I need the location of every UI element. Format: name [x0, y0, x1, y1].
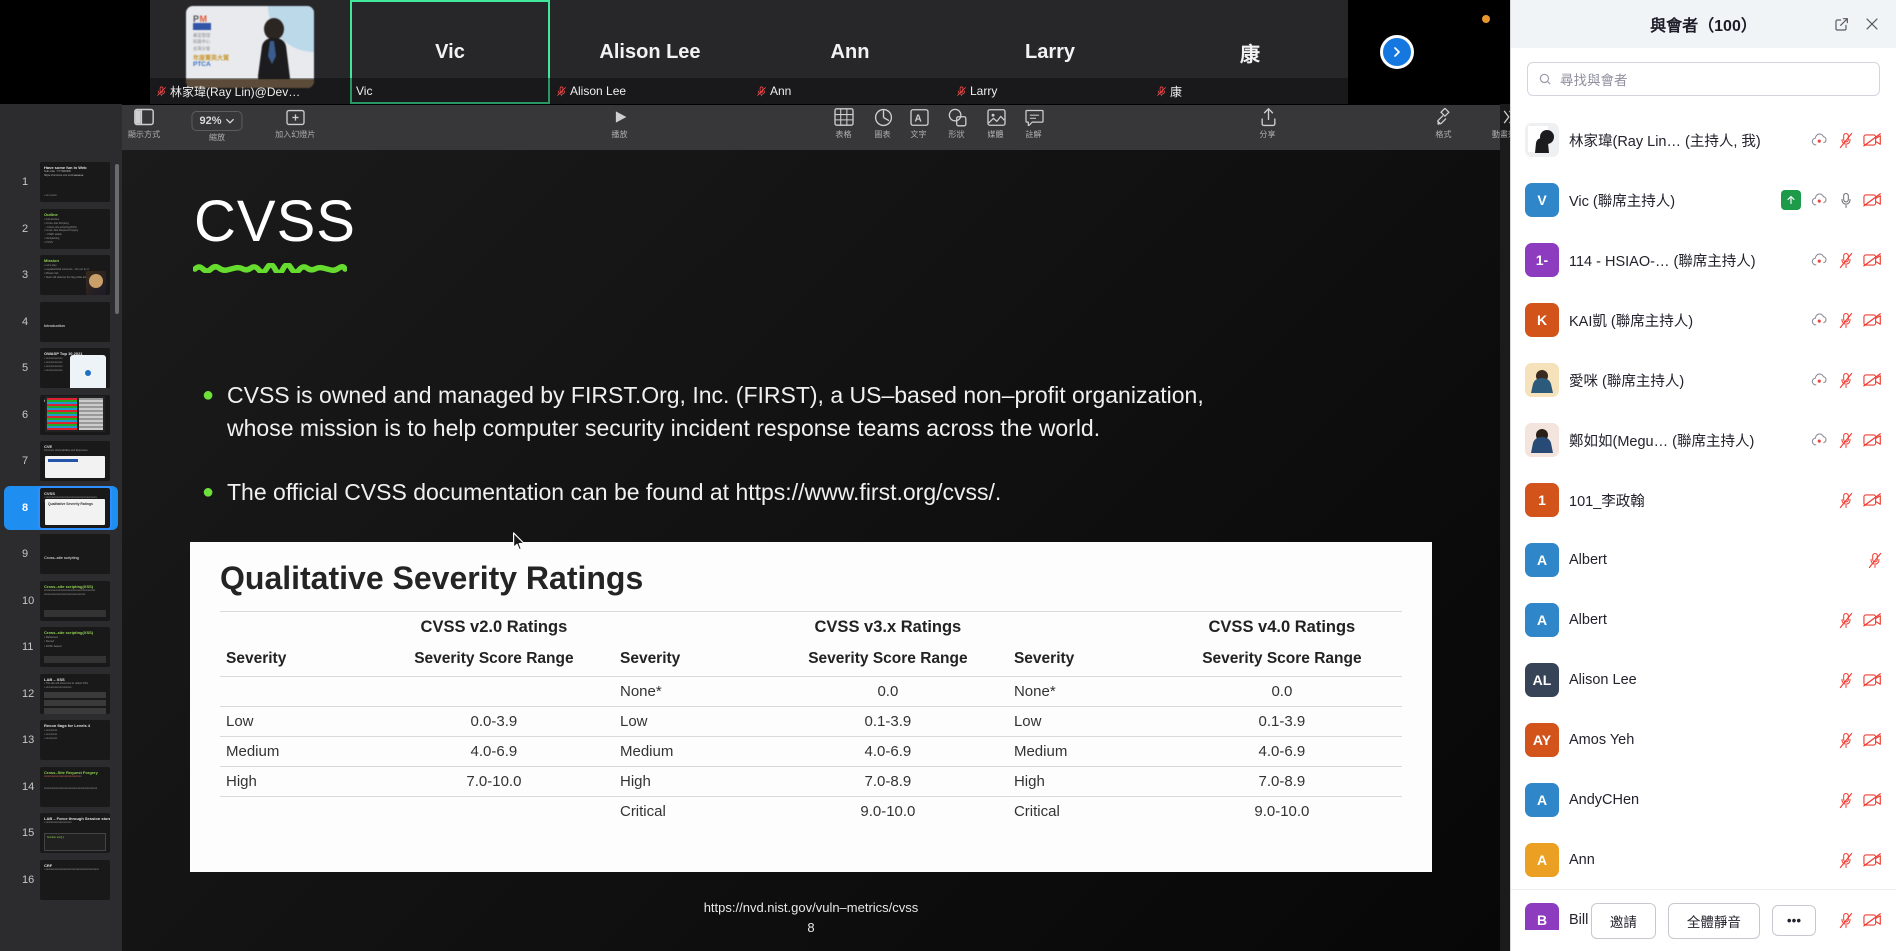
svg-text:A: A — [914, 113, 921, 124]
